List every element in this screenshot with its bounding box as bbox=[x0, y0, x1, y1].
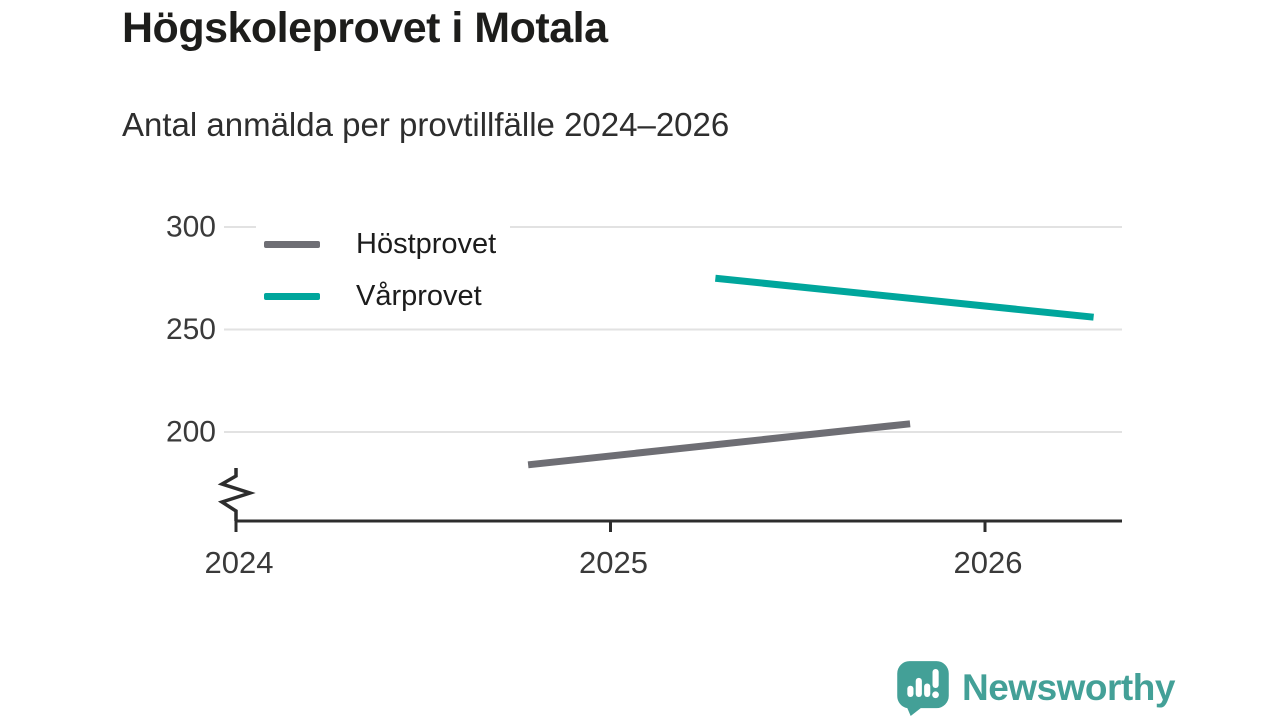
varprovet-line-swatch bbox=[264, 292, 320, 300]
brand-footer: Newsworthy bbox=[896, 660, 1175, 716]
hostprovet-line-swatch bbox=[264, 240, 320, 248]
legend-label-hostprovet: Höstprovet bbox=[356, 227, 497, 260]
y-axis-label-200: 200 bbox=[166, 416, 216, 449]
brand-name: Newsworthy bbox=[962, 667, 1175, 708]
y-axis-label-250: 250 bbox=[166, 313, 216, 346]
legend-label-varprovet: Vårprovet bbox=[356, 279, 482, 312]
y-axis-break-icon bbox=[217, 468, 256, 521]
chart-title: Högskoleprovet i Motala bbox=[122, 4, 608, 52]
chart-subtitle: Antal anmälda per provtillfälle 2024–202… bbox=[122, 106, 730, 143]
x-axis-label-2025: 2025 bbox=[579, 545, 648, 580]
series-line-hostprovet bbox=[527, 420, 911, 469]
series-line-varprovet bbox=[715, 274, 1094, 321]
y-axis-label-300: 300 bbox=[166, 211, 216, 244]
legend-item-varprovet: Vårprovet bbox=[264, 274, 496, 318]
x-axis-label-2024: 2024 bbox=[205, 545, 274, 580]
chart-legend: Höstprovet Vårprovet bbox=[256, 220, 511, 320]
newsworthy-logo-icon bbox=[897, 661, 949, 716]
x-axis-label-2026: 2026 bbox=[954, 545, 1023, 580]
legend-item-hostprovet: Höstprovet bbox=[264, 222, 496, 266]
